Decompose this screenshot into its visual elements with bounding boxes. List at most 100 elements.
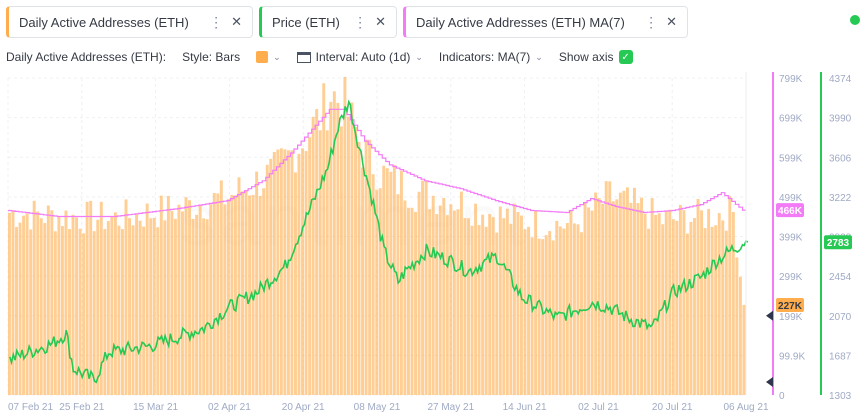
address-bar [598,198,601,395]
address-bar [61,226,64,395]
address-bar [619,193,622,395]
address-bar [220,180,223,395]
address-bar [206,219,209,395]
address-axis-tick: 799K [779,74,803,85]
address-bar [587,207,590,395]
address-bar [435,214,438,395]
address-bar [223,204,226,395]
address-bar [675,221,678,395]
price-axis-tick: 4374 [829,74,852,85]
address-bar [107,221,110,395]
address-bar [442,198,445,395]
address-bar [209,204,212,395]
address-bar [403,201,406,395]
address-bar [658,213,661,395]
address-bar [492,217,495,395]
address-bar [502,218,505,395]
address-bar [453,211,456,395]
address-bar [520,216,523,395]
address-bar [319,130,322,395]
address-bar [195,215,198,395]
address-bar [273,152,276,395]
address-bar [711,227,714,395]
address-bar [545,235,548,395]
address-bar [230,195,233,395]
address-bar [294,172,297,395]
address-bar [50,210,53,395]
address-bar [336,103,339,395]
address-bar [559,226,562,395]
address-bar [714,225,717,395]
address-bar [312,117,315,395]
x-axis-tick: 15 Mar 21 [133,402,178,413]
address-bar [146,204,149,395]
address-bar [117,226,120,395]
address-bar [612,201,615,395]
address-bar [181,211,184,395]
address-axis-tick: 199K [779,312,803,323]
address-bar [185,197,188,395]
address-bar [541,239,544,395]
address-bar [163,220,166,395]
address-bar [644,214,647,395]
address-bar [446,215,449,395]
address-bar [19,223,22,395]
address-bar [287,150,290,395]
address-bar [428,209,431,395]
address-bar [40,218,43,395]
address-bar [584,202,587,395]
address-bar [460,192,463,395]
address-bar [343,77,346,395]
address-bar [389,172,392,395]
address-bar [382,166,385,395]
address-bar [322,83,325,395]
address-bar [290,150,293,395]
address-bar [125,199,128,395]
axis-marker-icon [766,377,773,387]
price-axis-tick: 3990 [829,114,852,125]
address-bar [329,102,332,395]
address-bar [301,148,304,395]
x-axis-tick: 27 May 21 [427,402,474,413]
address-bar [485,227,488,395]
address-bar [615,199,618,395]
address-bar [693,218,696,395]
address-bar [400,171,403,395]
address-bar [298,154,301,395]
address-bar [690,222,693,395]
address-bar [213,193,216,395]
x-axis-tick: 25 Feb 21 [59,402,104,413]
address-bar [580,232,583,395]
address-bar [524,229,527,395]
address-bar [573,223,576,395]
address-bar [594,193,597,395]
address-bar [149,218,152,395]
x-axis-tick: 06 Aug 21 [723,402,768,413]
address-bar [481,215,484,395]
address-bar [269,159,272,395]
address-bar [577,224,580,395]
address-bar [174,219,177,395]
address-bar [425,181,428,395]
address-bar [347,117,350,395]
price-axis-tick: 1687 [829,351,852,362]
address-bar [672,219,675,395]
address-bar [686,234,689,395]
address-bar [721,220,724,395]
address-bar [499,206,502,395]
price-axis-tick: 3222 [829,193,852,204]
address-bar [488,214,491,395]
address-bar [139,221,142,395]
address-axis-tick: 99.9K [779,351,805,362]
address-bar [75,218,78,395]
address-bar [379,188,382,395]
address-bar [227,199,230,395]
address-bar [682,210,685,395]
x-axis-tick: 02 Jul 21 [578,402,619,413]
address-bar [732,212,735,395]
address-bar [68,229,71,395]
address-bar [471,226,474,395]
address-axis-tick: 299K [779,272,803,283]
address-bar [128,218,131,395]
